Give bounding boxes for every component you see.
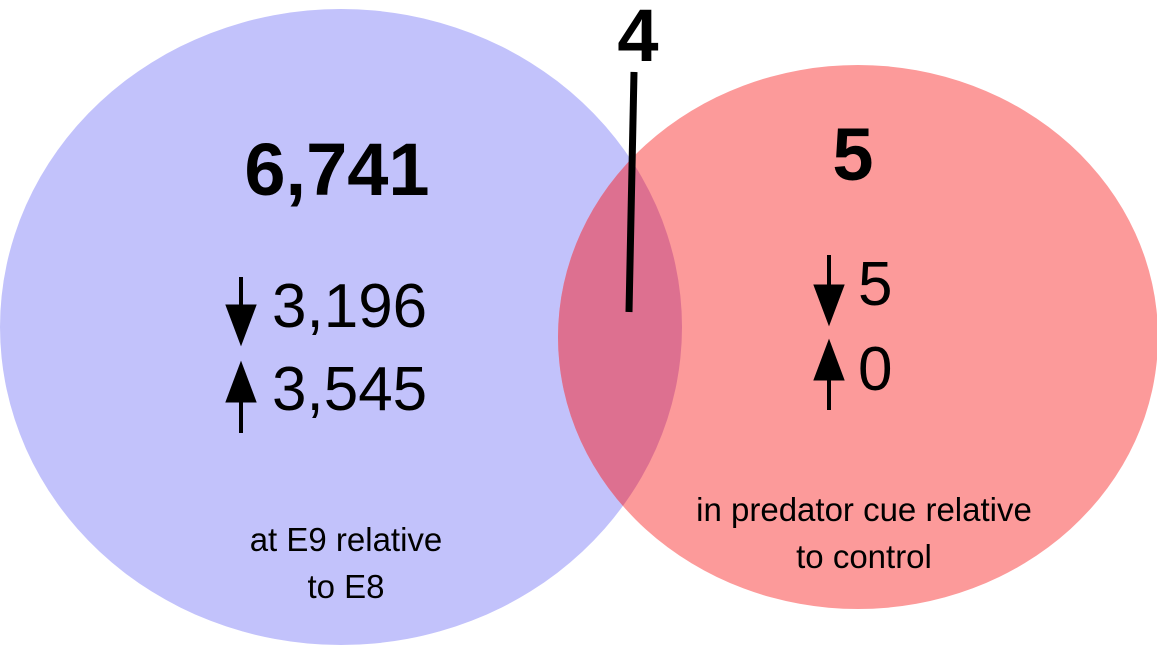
right-set-down-count: 5 (858, 250, 892, 319)
left-set-caption-line2: to E8 (307, 568, 384, 605)
left-set-total: 6,741 (244, 128, 429, 211)
overlap-leader-line (625, 71, 638, 313)
left-set-caption-line1: at E9 relative (250, 521, 443, 558)
left-set-down-count: 3,196 (272, 272, 427, 341)
down-arrow-icon (813, 255, 845, 327)
right-set-caption-line2: to control (796, 538, 932, 575)
left-set-up-count: 3,545 (272, 355, 427, 424)
up-arrow-icon (813, 338, 845, 410)
down-arrow-icon (225, 277, 257, 347)
right-set-up-count: 0 (858, 335, 892, 404)
right-set-caption-line1: in predator cue relative (696, 491, 1032, 528)
overlap-count: 4 (617, 0, 658, 77)
right-set-total: 5 (832, 113, 873, 196)
left-set-circle (0, 9, 682, 645)
right-set-circle (558, 65, 1157, 609)
up-arrow-icon (225, 360, 257, 433)
